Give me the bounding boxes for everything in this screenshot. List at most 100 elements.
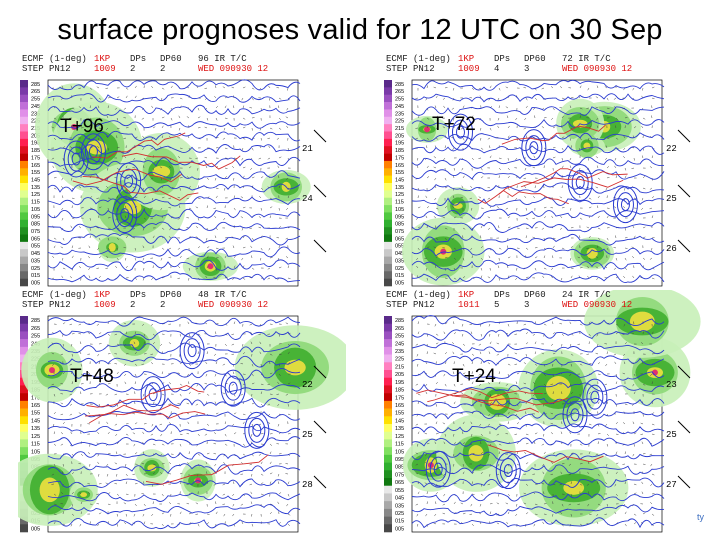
wind-barb — [188, 166, 192, 169]
wind-barb — [53, 137, 57, 140]
wind-barb — [623, 275, 626, 279]
wind-barb — [242, 126, 246, 129]
precip-area — [545, 376, 571, 401]
wind-barb — [532, 333, 536, 336]
wind-barb — [471, 115, 474, 119]
colorbar-tick-label: 225 — [395, 357, 404, 363]
isobar-contour — [411, 491, 665, 503]
wind-barb — [523, 127, 527, 130]
wind-barb — [224, 167, 228, 169]
wind-barb — [197, 185, 200, 189]
wind-barb — [525, 247, 529, 250]
wind-barb — [62, 371, 65, 375]
low-pressure-contour — [447, 113, 473, 151]
wind-barb — [88, 275, 91, 279]
wind-barb — [606, 351, 608, 355]
colorbar-tick-label: 135 — [395, 426, 404, 432]
isobar-contour — [47, 316, 301, 327]
isobar-contour — [47, 233, 301, 246]
wind-barb — [287, 493, 290, 497]
wind-barb — [525, 276, 529, 279]
wind-barb — [69, 413, 73, 416]
wind-barb — [62, 195, 64, 199]
wind-barb — [525, 135, 528, 139]
wind-barb — [269, 372, 273, 375]
wind-barb — [125, 493, 129, 495]
wind-barb — [134, 363, 138, 366]
colorbar-segment — [384, 408, 392, 417]
wind-barb — [179, 255, 182, 259]
wind-barb — [624, 451, 626, 455]
wind-barb — [61, 85, 64, 89]
coastline — [498, 177, 624, 195]
wind-barb — [415, 147, 419, 149]
wind-barb — [480, 267, 483, 271]
wind-barb — [89, 117, 93, 120]
precip-area — [147, 464, 157, 472]
wind-barb — [588, 333, 591, 337]
wind-barb — [462, 343, 466, 346]
low-pressure-contour — [570, 408, 580, 422]
wind-barb — [269, 215, 271, 219]
wind-barb — [641, 481, 644, 485]
wind-barb — [260, 403, 264, 407]
wind-barb — [624, 167, 627, 171]
wind-barb — [69, 323, 73, 326]
wind-barb — [552, 126, 556, 129]
wind-barb — [278, 127, 282, 130]
header-hdr3b: 2 — [130, 300, 136, 310]
wind-barb — [161, 227, 165, 230]
wind-barb — [579, 137, 582, 141]
wind-barb — [179, 433, 183, 436]
wind-barb — [570, 363, 573, 367]
wind-barb — [269, 97, 271, 101]
wind-barb — [462, 276, 466, 279]
wind-barb — [98, 381, 101, 385]
wind-barb — [631, 117, 635, 120]
wind-barb — [515, 381, 518, 385]
wind-barb — [186, 257, 190, 260]
wind-barb — [424, 453, 428, 456]
wind-barb — [287, 87, 289, 91]
wind-barb — [277, 381, 280, 385]
wind-barb — [577, 503, 581, 505]
wind-barb — [453, 401, 456, 405]
isobar-contour — [47, 451, 301, 461]
colorbar-segment — [384, 377, 392, 386]
wind-barb — [278, 353, 282, 356]
colorbar-segment — [20, 241, 28, 250]
wind-barb — [416, 523, 419, 527]
wind-barb — [559, 196, 563, 199]
wind-barb — [541, 352, 545, 355]
colorbar-tick-label: 165 — [395, 163, 404, 169]
wind-barb — [241, 157, 244, 161]
wind-barb — [124, 257, 127, 261]
wind-barb — [251, 267, 255, 270]
wind-barb — [640, 422, 644, 425]
wind-barb — [480, 225, 483, 229]
wind-barb — [107, 105, 109, 109]
colorbar-segment — [20, 385, 28, 394]
wind-barb — [597, 503, 601, 506]
wind-barb — [435, 433, 439, 435]
wind-barb — [231, 353, 235, 356]
colorbar-segment — [20, 249, 28, 257]
wind-barb — [606, 237, 609, 241]
wind-barb — [277, 105, 280, 109]
wind-barb — [287, 195, 290, 199]
wind-barb — [51, 157, 55, 160]
wind-barb — [80, 363, 82, 367]
wind-barb — [89, 97, 93, 99]
wind-barb — [285, 393, 289, 396]
map-content — [402, 290, 701, 529]
wind-barb — [134, 196, 138, 199]
wind-barb — [116, 371, 119, 375]
wind-barb — [460, 413, 464, 415]
wind-barb — [471, 157, 474, 161]
wind-barb — [416, 513, 419, 517]
wind-barb — [515, 157, 518, 161]
isobar-contour — [411, 328, 665, 341]
wind-barb — [161, 276, 165, 279]
wind-barb — [177, 227, 181, 230]
isobar-contour — [47, 329, 301, 341]
